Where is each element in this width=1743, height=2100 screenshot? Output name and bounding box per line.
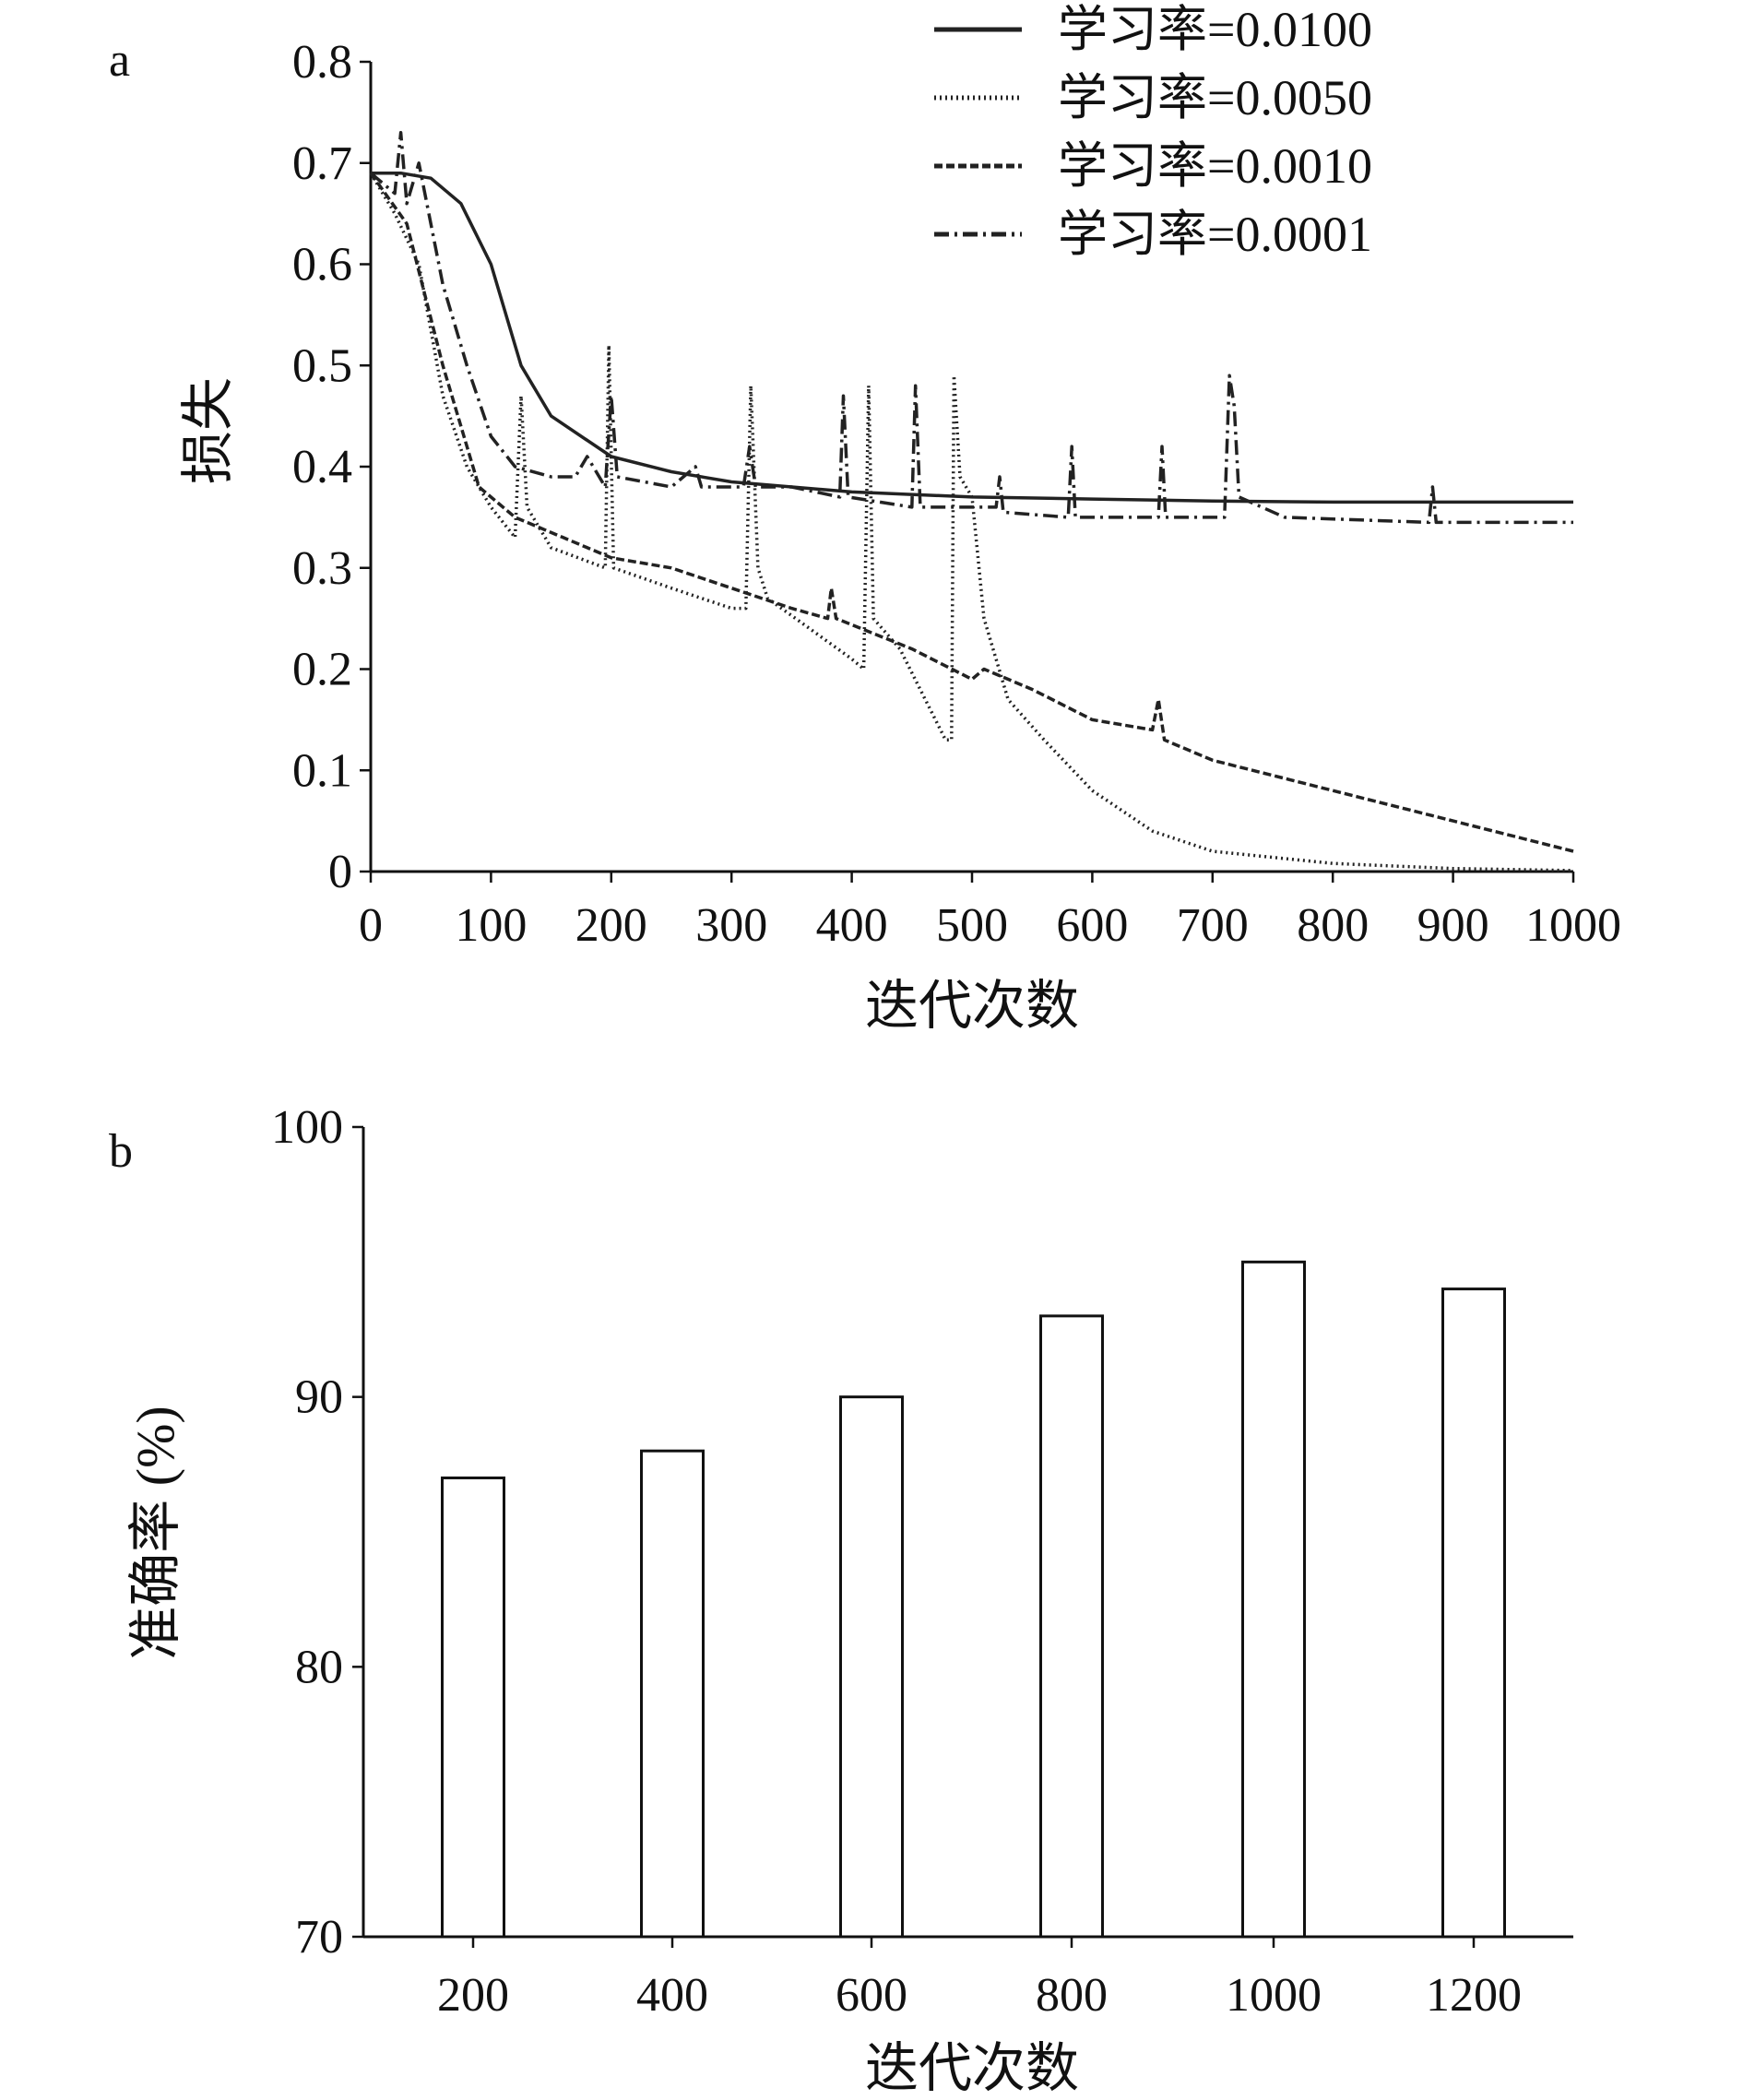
- legend-label: 学习率=0.0010: [1058, 138, 1372, 194]
- x-tick-label-a: 500: [936, 899, 1008, 952]
- legend-label: 学习率=0.0001: [1058, 207, 1372, 262]
- y-tick-label-a: 0.5: [292, 339, 352, 392]
- y-tick-label-a: 0.7: [292, 137, 352, 190]
- x-tick-label-a: 900: [1417, 899, 1489, 952]
- x-axis-label-a: 迭代次数: [865, 976, 1079, 1036]
- x-tick-label-b: 800: [1036, 1969, 1108, 2022]
- x-tick-label-a: 0: [359, 899, 383, 952]
- bar-600: [839, 1395, 904, 1939]
- x-tick-label-a: 800: [1297, 899, 1369, 952]
- y-tick-label-a: 0.3: [292, 542, 352, 595]
- bar-200: [441, 1476, 505, 1939]
- y-tick-label-a: 0.1: [292, 744, 352, 797]
- x-axis-label-b: 迭代次数: [865, 2038, 1079, 2098]
- y-axis-label-b: 准确率 (%): [125, 1406, 185, 1659]
- x-tick-label-a: 300: [695, 899, 767, 952]
- series-line-dashdot: [369, 131, 1573, 525]
- x-tick-label-b: 1200: [1426, 1969, 1522, 2022]
- x-tick-label-a: 600: [1056, 899, 1128, 952]
- series-line-dashed: [369, 172, 1574, 853]
- x-tick-label-b: 600: [836, 1969, 907, 2022]
- y-tick-label-a: 0.8: [292, 36, 352, 89]
- x-tick-label-b: 1000: [1226, 1969, 1322, 2022]
- accuracy-bar-chart: b 迭代次数 准确率 (%) 200 400 600 800 1000 1200 70 80 9…: [109, 1101, 1573, 2098]
- bar-800: [1039, 1314, 1104, 1939]
- x-tick-label-a: 400: [816, 899, 888, 952]
- y-tick-label-b: 100: [271, 1101, 343, 1154]
- series-line-solid: [371, 171, 1573, 504]
- bar-1000: [1241, 1260, 1306, 1939]
- y-tick-label-a: 0.2: [292, 644, 352, 696]
- bar-400: [640, 1449, 705, 1939]
- x-tick-label-a: 200: [575, 899, 647, 952]
- y-tick-label-b: 80: [295, 1641, 343, 1693]
- y-tick-label-a: 0: [328, 846, 352, 898]
- y-axis-label-a: 损失: [178, 377, 238, 484]
- legend-label: 学习率=0.0050: [1058, 70, 1372, 125]
- loss-chart: a 迭代次数 损失 0 100 200 300 400 500 600 700 800 900 10…: [109, 2, 1621, 1036]
- x-tick-label-a: 100: [455, 899, 527, 952]
- y-tick-label-b: 70: [295, 1911, 343, 1964]
- legend-label: 学习率=0.0100: [1058, 2, 1372, 57]
- x-tick-label-a: 700: [1177, 899, 1249, 952]
- x-tick-label-b: 200: [437, 1969, 509, 2022]
- x-tick-label-a: 1000: [1525, 899, 1621, 952]
- panel-label-b: b: [109, 1125, 133, 1178]
- series-line-dotted: [369, 172, 1574, 872]
- y-tick-label-a: 0.6: [292, 239, 352, 291]
- y-tick-label-a: 0.4: [292, 441, 352, 493]
- bar-1200: [1441, 1287, 1506, 1939]
- y-tick-label-b: 90: [295, 1371, 343, 1424]
- x-tick-label-b: 400: [636, 1969, 708, 2022]
- panel-label-a: a: [109, 34, 130, 87]
